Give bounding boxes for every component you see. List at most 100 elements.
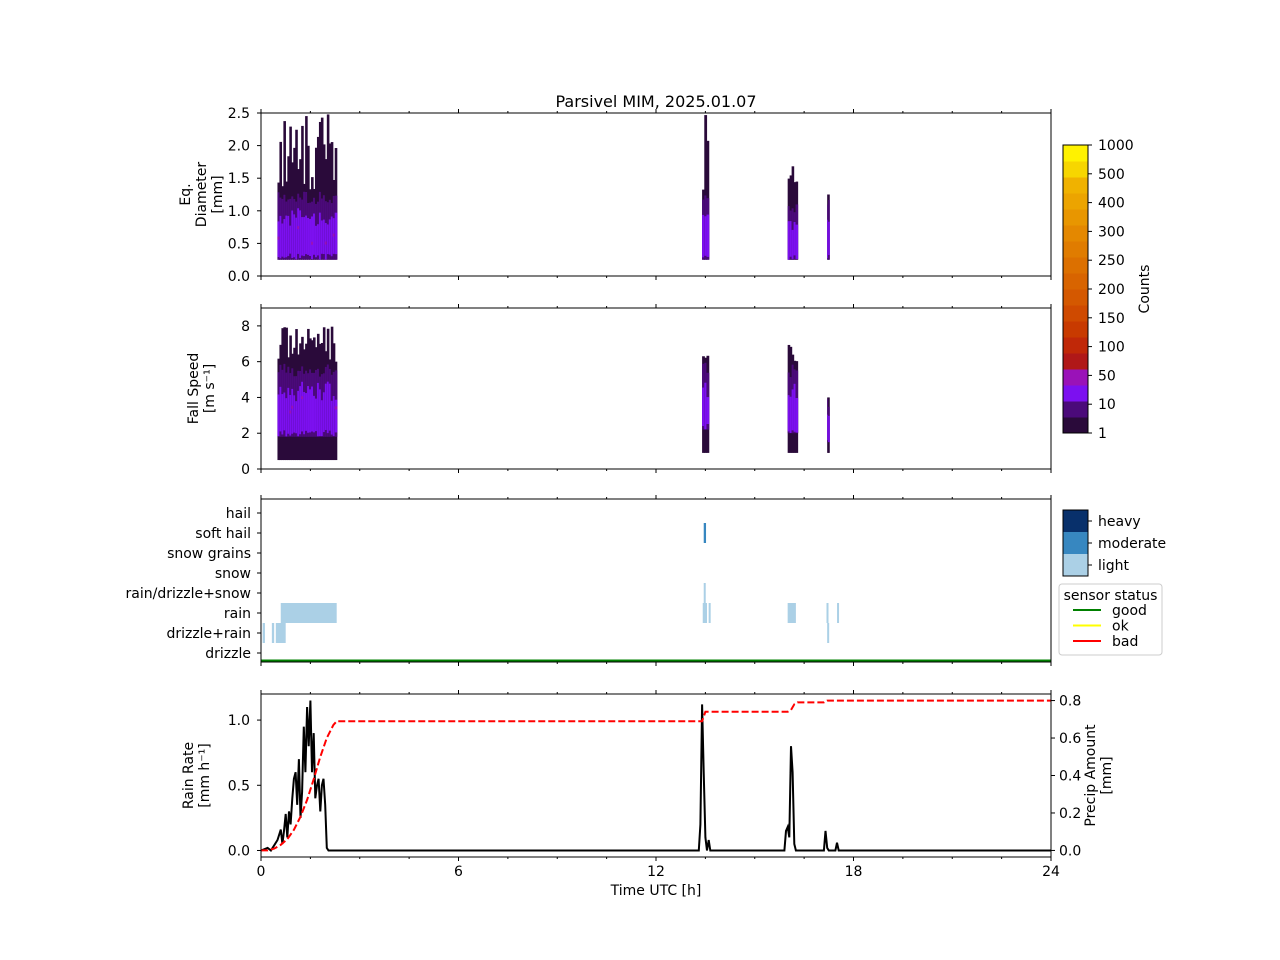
- colorbar-segment: [1063, 241, 1088, 258]
- heatmap-cell-core: [328, 219, 332, 255]
- figure-title: Parsivel MIM, 2025.01.07: [555, 92, 756, 111]
- colorbar-tick-label: 1: [1098, 426, 1107, 442]
- heatmap-cell-core: [787, 395, 791, 432]
- precip-type-bar: [271, 623, 275, 643]
- heatmap-cell-dark: [295, 129, 298, 260]
- y-axis-label: Eq.: [178, 183, 194, 205]
- status-label: ok: [1112, 619, 1130, 635]
- heatmap-cell-core: [330, 216, 334, 257]
- heatmap-cell-core: [332, 396, 336, 436]
- heatmap-cell-core: [316, 224, 320, 256]
- precip-type-bar: [708, 603, 711, 623]
- heatmap-cell-dark: [305, 116, 308, 260]
- y-tick-label: 1.0: [228, 713, 250, 729]
- heatmap-cell-core: [322, 219, 326, 255]
- precip-type-bar: [703, 583, 706, 603]
- colorbar-segment: [1063, 177, 1088, 194]
- heatmap-cell-core: [297, 390, 300, 437]
- rain-rate-line: [260, 700, 1051, 852]
- colorbar-segment: [1063, 385, 1088, 402]
- category-label: drizzle: [205, 646, 251, 662]
- heatmap-cell-core: [334, 399, 338, 433]
- colorbar-segment: [1063, 337, 1088, 354]
- precip-type-bar: [787, 603, 796, 623]
- x-tick-label: 18: [845, 864, 863, 880]
- heatmap-cell-core: [303, 217, 306, 257]
- rain-rate-panel: 0 6 12 18 24 0.0 0.5 1.0 0.0 0.2 0.4 0.6 0.8 Rain Rat…: [181, 690, 1115, 880]
- intensity-label: light: [1098, 558, 1130, 574]
- heatmap-cell-core: [277, 394, 281, 437]
- category-label: snow grains: [167, 546, 251, 562]
- precip-type-bar: [703, 523, 707, 543]
- heatmap-cell-core: [309, 218, 312, 257]
- colorbar-segment: [1063, 289, 1088, 306]
- y-tick-label: 2.0: [228, 139, 250, 155]
- status-label: good: [1112, 603, 1147, 619]
- colorbar-segment: [1063, 321, 1088, 338]
- colorbar-label: Counts: [1137, 265, 1153, 314]
- heatmap-cell-core: [309, 389, 312, 433]
- heatmap-cell-core: [285, 398, 288, 437]
- heatmap-cell-core: [324, 222, 328, 260]
- colorbar-segment: [1063, 209, 1088, 226]
- heatmap-cell-core: [787, 221, 791, 260]
- y-axis-label: [m s⁻¹]: [202, 364, 218, 413]
- heatmap-cell-core: [320, 220, 324, 254]
- heatmap-cell-core: [314, 225, 318, 258]
- panel-frame: [260, 307, 1052, 470]
- panel-frame: [260, 498, 1052, 663]
- heatmap-cell-high: [301, 396, 304, 400]
- colorbar-tick-label: 300: [1098, 224, 1125, 240]
- colorbar-segment: [1063, 193, 1088, 210]
- intensity-label: heavy: [1098, 514, 1141, 530]
- heatmap-cell-core: [307, 217, 310, 255]
- intensity-label: moderate: [1098, 536, 1166, 552]
- heatmap-cell-core: [322, 392, 326, 433]
- y-tick-label: 2.5: [228, 106, 250, 122]
- heatmap-cell-core: [326, 381, 330, 434]
- heatmap-cell-core: [318, 212, 322, 260]
- category-label: drizzle+rain: [166, 626, 251, 642]
- colorbar-tick-label: 500: [1098, 167, 1125, 183]
- x-tick-label: 0: [257, 864, 266, 880]
- heatmap-cell-core: [706, 397, 710, 425]
- heatmap-cell-core: [301, 217, 304, 256]
- heatmap-cell-core: [279, 386, 283, 432]
- y-axis-label: Precip Amount: [1083, 724, 1099, 827]
- y-axis-label: [mm]: [210, 175, 226, 213]
- heatmap-cell-core: [295, 401, 298, 434]
- heatmap-cell-core: [281, 394, 284, 435]
- heatmap-cell-core: [289, 394, 292, 436]
- counts-colorbar: 1 10 50 100 150 200 250 300 400 500 1000 Counts: [1062, 138, 1153, 442]
- heatmap-cell-core: [281, 223, 284, 257]
- heatmap-cell-core: [789, 221, 793, 257]
- heatmap-cell-core: [324, 383, 328, 430]
- heatmap-cell-high: [311, 241, 314, 245]
- heatmap-cell-core: [303, 392, 306, 435]
- heatmap-cell-high: [291, 405, 294, 409]
- category-label: hail: [226, 506, 251, 522]
- heatmap-cell-core: [301, 381, 304, 432]
- heatmap-cell-dark: [316, 136, 320, 260]
- intensity-legend-frame: [1062, 509, 1089, 577]
- heatmap-cell-core: [297, 208, 300, 254]
- heatmap-cell-high: [297, 226, 300, 230]
- status-legend-title: sensor status: [1064, 588, 1158, 604]
- heatmap-cell-core: [289, 225, 292, 254]
- heatmap-cell-core: [314, 398, 318, 432]
- heatmap-cell-core: [706, 214, 710, 257]
- heatmap-cell-core: [793, 222, 797, 256]
- heatmap-cell-core: [827, 414, 829, 441]
- heatmap-cell-high: [324, 241, 328, 245]
- heatmap-cell-core: [283, 392, 286, 431]
- heatmap-cell-core: [313, 213, 316, 255]
- y-tick-label: 6: [241, 355, 250, 371]
- intensity-swatch-heavy: [1063, 510, 1088, 532]
- heatmap-cell-core: [318, 389, 322, 437]
- heatmap-cell-high: [277, 236, 281, 240]
- colorbar-tick-label: 400: [1098, 196, 1125, 212]
- heatmap-cell-high: [332, 233, 336, 237]
- y-tick-label: 0.5: [228, 778, 250, 794]
- y-right-tick-label: 0.2: [1059, 806, 1081, 822]
- panel-frame: [260, 112, 1052, 277]
